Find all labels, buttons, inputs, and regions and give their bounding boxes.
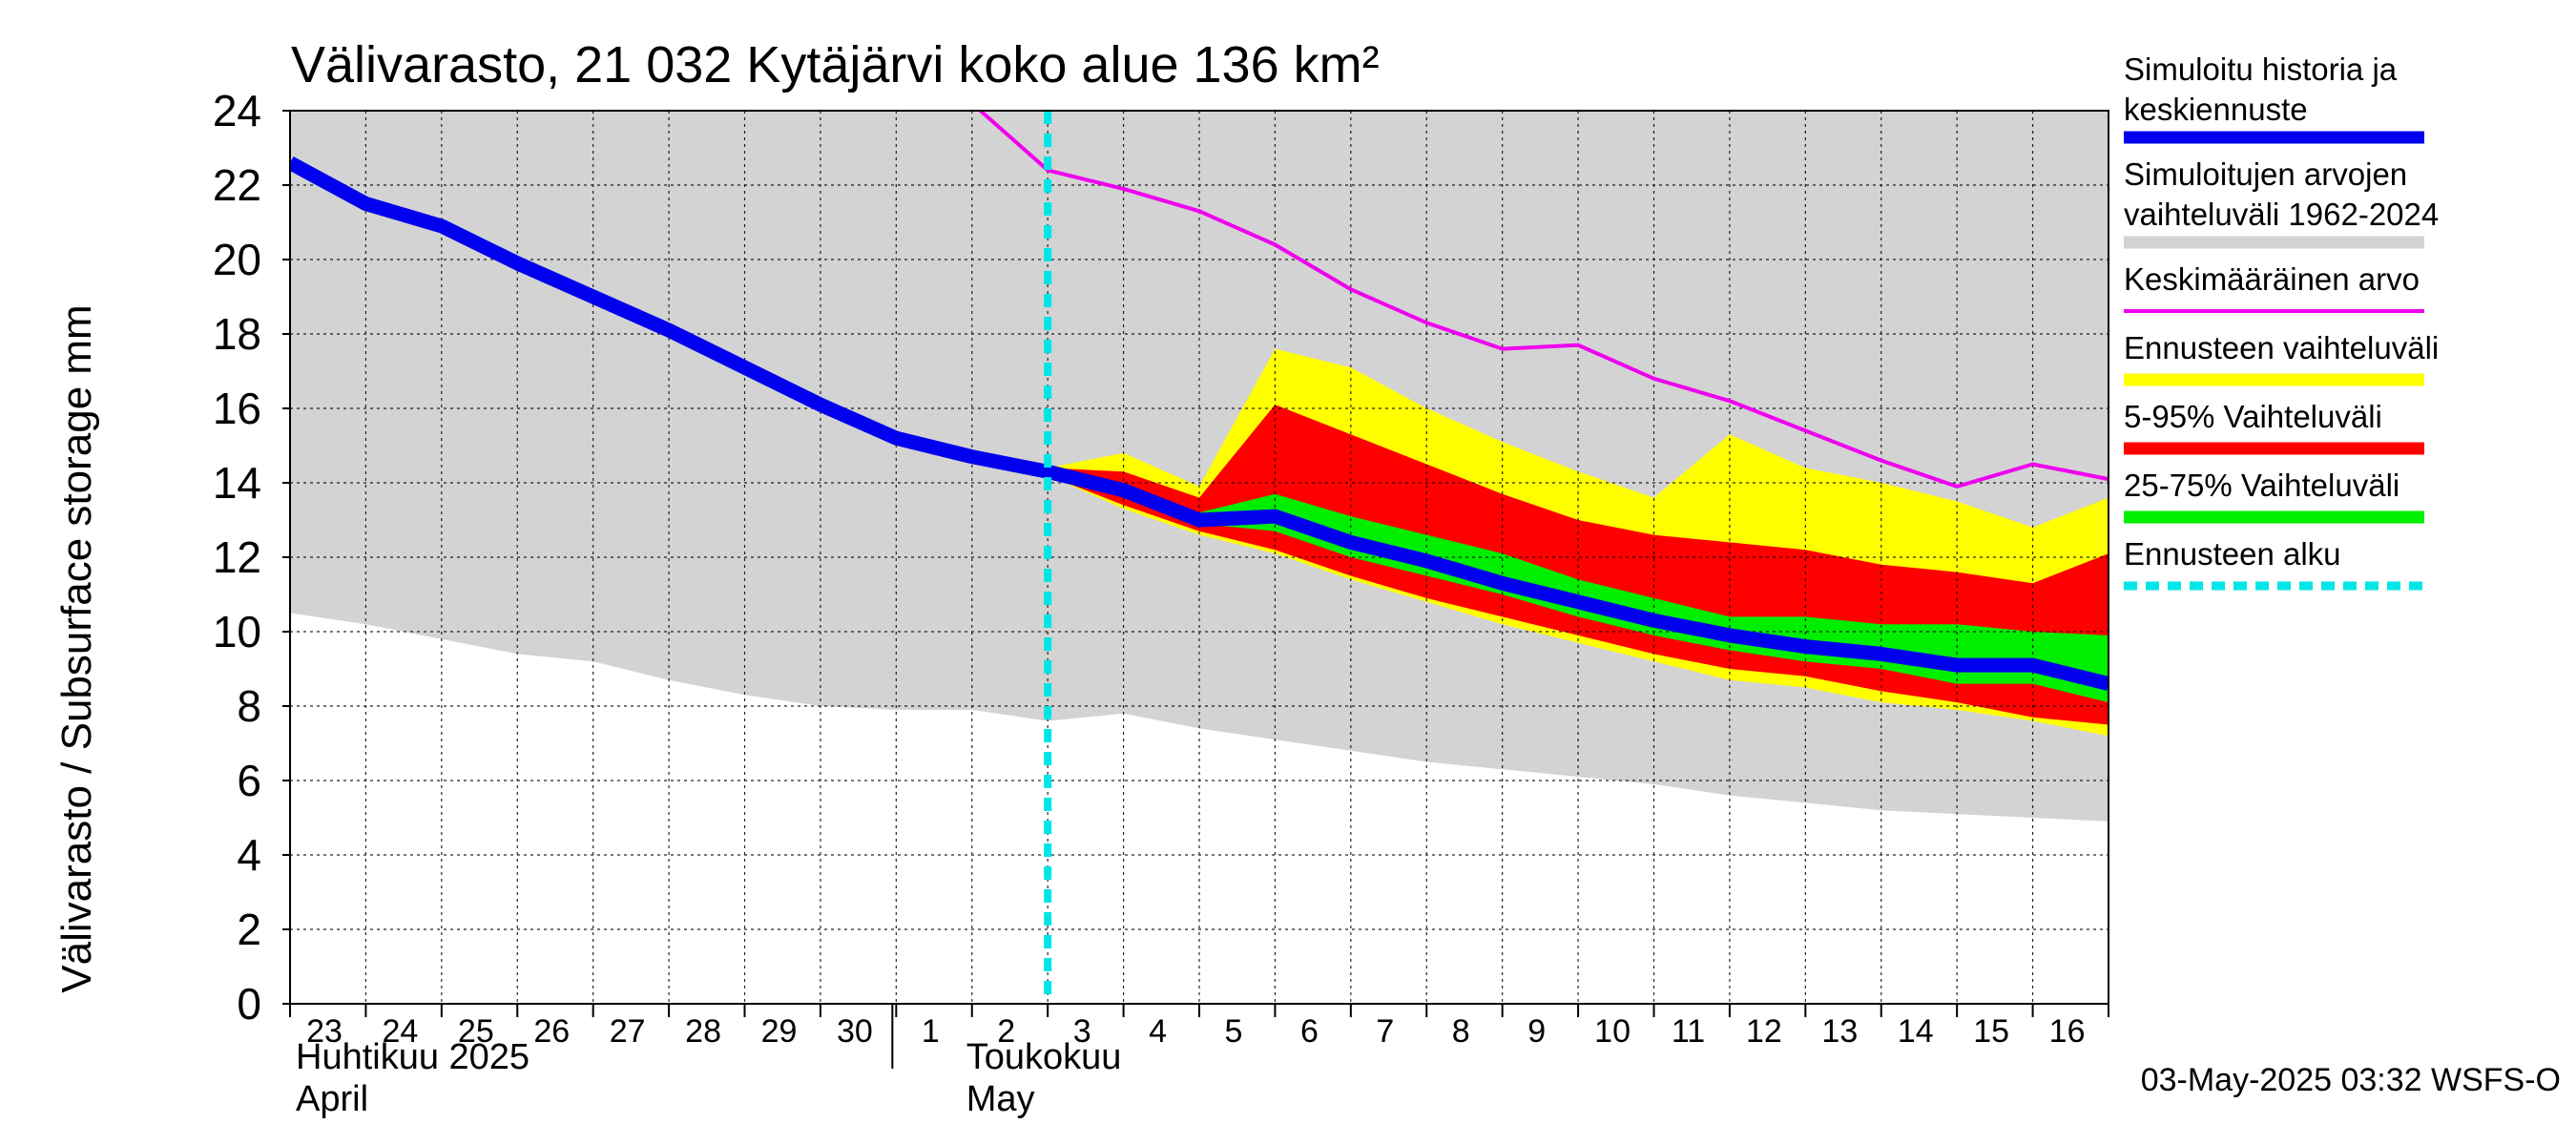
legend-item: Keskimääräinen arvo bbox=[2124, 261, 2424, 313]
y-tick-label: 24 bbox=[213, 86, 261, 135]
footer-timestamp: 03-May-2025 03:32 WSFS-O bbox=[2141, 1062, 2561, 1098]
month-label-fi: Toukokuu bbox=[966, 1037, 1122, 1077]
legend-label: vaihteluväli 1962-2024 bbox=[2124, 197, 2439, 232]
x-tick-label: 23 bbox=[306, 1013, 343, 1050]
x-tick-label: 24 bbox=[383, 1013, 419, 1050]
x-tick-label: 13 bbox=[1821, 1013, 1858, 1050]
x-tick-label: 7 bbox=[1376, 1013, 1394, 1050]
x-tick-label: 8 bbox=[1452, 1013, 1470, 1050]
y-tick-label: 4 bbox=[237, 830, 261, 880]
grid bbox=[290, 111, 2109, 1004]
x-tick-label: 12 bbox=[1746, 1013, 1782, 1050]
x-tick-label: 9 bbox=[1527, 1013, 1546, 1050]
x-tick-label: 25 bbox=[458, 1013, 494, 1050]
y-tick-label: 20 bbox=[213, 235, 261, 284]
x-tick-label: 1 bbox=[922, 1013, 940, 1050]
y-tick-label: 6 bbox=[237, 756, 261, 805]
plot-area bbox=[289, 110, 2109, 1005]
x-tick-label: 28 bbox=[685, 1013, 721, 1050]
x-tick-label: 30 bbox=[837, 1013, 873, 1050]
y-tick-label: 12 bbox=[213, 532, 261, 582]
legend: Simuloitu historia jakeskiennusteSimuloi… bbox=[2124, 52, 2439, 591]
legend-item: Simuloitu historia ja keskiennuste bbox=[2124, 52, 2424, 144]
y-tick-label: 2 bbox=[237, 905, 261, 954]
y-tick-label: 10 bbox=[213, 607, 261, 656]
y-tick-label: 8 bbox=[237, 681, 261, 731]
y-tick-label: 16 bbox=[213, 384, 261, 433]
legend-label: Simuloitu historia ja bbox=[2124, 52, 2398, 87]
legend-item: Ennusteen alku bbox=[2124, 536, 2424, 591]
x-tick-label: 29 bbox=[761, 1013, 798, 1050]
legend-item: Simuloitujen arvojen vaihteluväli 1962-20… bbox=[2124, 156, 2439, 249]
x-tick-label: 4 bbox=[1149, 1013, 1167, 1050]
mean-line bbox=[977, 111, 2109, 489]
y-tick-label: 14 bbox=[213, 458, 261, 508]
legend-label: 5-95% Vaihteluväli bbox=[2124, 399, 2382, 434]
month-label-en: May bbox=[966, 1079, 1035, 1119]
month-label-en: April bbox=[296, 1079, 368, 1119]
x-tick-label: 5 bbox=[1225, 1013, 1243, 1050]
legend-label: Simuloitujen arvojen bbox=[2124, 156, 2407, 192]
history-line bbox=[290, 156, 2109, 691]
y-tick-label: 18 bbox=[213, 309, 261, 359]
y-tick-label: 0 bbox=[237, 979, 261, 1029]
chart-title: Välivarasto, 21 032 Kytäjärvi koko alue … bbox=[291, 36, 1380, 94]
x-tick-label: 10 bbox=[1594, 1013, 1631, 1050]
x-tick-label: 11 bbox=[1672, 1013, 1705, 1050]
x-tick-label: 3 bbox=[1073, 1013, 1091, 1050]
month-label-fi: Huhtikuu 2025 bbox=[296, 1037, 530, 1077]
legend-label: Ennusteen vaihteluväli bbox=[2124, 330, 2439, 365]
x-tick-label: 26 bbox=[533, 1013, 570, 1050]
y-axis-label: Välivarasto / Subsurface storage mm bbox=[53, 304, 100, 992]
x-tick-label: 2 bbox=[997, 1013, 1015, 1050]
legend-item: Ennusteen vaihteluväli bbox=[2124, 330, 2439, 386]
legend-item: 25-75% Vaihteluväli bbox=[2124, 468, 2424, 524]
legend-label: keskiennuste bbox=[2124, 92, 2308, 127]
x-tick-label: 16 bbox=[2049, 1013, 2086, 1050]
y-tick-label: 22 bbox=[213, 160, 261, 210]
x-tick-label: 14 bbox=[1898, 1013, 1934, 1050]
x-tick-label: 15 bbox=[1973, 1013, 2009, 1050]
legend-item: 5-95% Vaihteluväli bbox=[2124, 399, 2424, 455]
x-tick-label: 27 bbox=[610, 1013, 646, 1050]
x-tick-label: 6 bbox=[1300, 1013, 1319, 1050]
legend-label: Keskimääräinen arvo bbox=[2124, 261, 2420, 297]
legend-label: 25-75% Vaihteluväli bbox=[2124, 468, 2399, 503]
legend-label: Ennusteen alku bbox=[2124, 536, 2341, 572]
